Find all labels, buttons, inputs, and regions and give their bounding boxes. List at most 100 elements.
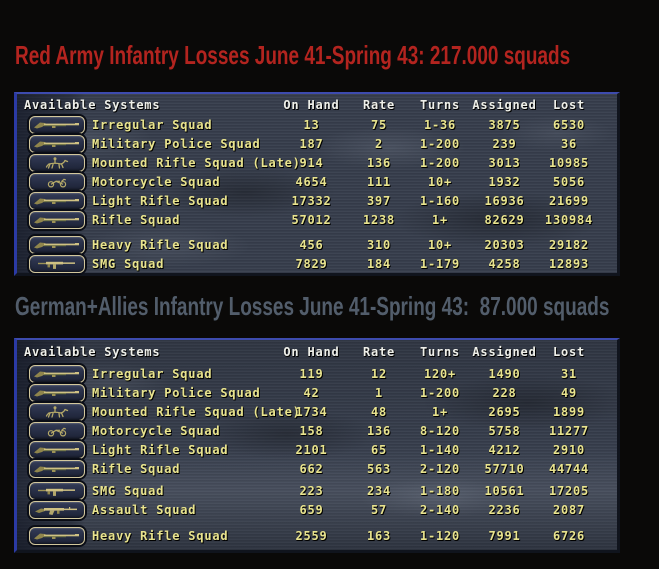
on-hand-value: 187 xyxy=(299,136,324,151)
motorcycle-icon xyxy=(33,424,81,438)
rifle-icon xyxy=(33,238,81,252)
unit-name: Irregular Squad xyxy=(92,117,213,132)
unit-icon-button[interactable] xyxy=(29,210,85,229)
red-army-losses-title: Red Army Infantry Losses June 41-Spring … xyxy=(15,40,571,70)
unit-icon-button[interactable] xyxy=(29,421,85,440)
lost-value: 5056 xyxy=(552,174,586,189)
unit-icon-button[interactable] xyxy=(29,364,85,383)
on-hand-value: 158 xyxy=(299,423,324,438)
unit-name: SMG Squad xyxy=(92,256,165,271)
table-header-row: Available Systems On Hand Rate Turns Ass… xyxy=(17,94,617,115)
turns-value: 10+ xyxy=(427,174,453,189)
rate-value: 563 xyxy=(366,461,392,476)
rate-value: 75 xyxy=(370,117,388,132)
assigned-value: 228 xyxy=(492,385,517,400)
unit-name: Military Police Squad xyxy=(92,385,261,400)
unit-icon-button[interactable] xyxy=(29,191,85,210)
rate-value: 397 xyxy=(366,193,392,208)
rate-value: 136 xyxy=(366,423,392,438)
rate-value: 136 xyxy=(366,155,392,170)
unit-icon-button[interactable] xyxy=(29,172,85,191)
rate-value: 1 xyxy=(374,385,384,400)
unit-icon-button[interactable] xyxy=(29,500,85,519)
rifle-icon xyxy=(33,137,81,151)
turns-value: 1-36 xyxy=(423,117,457,132)
assigned-value: 1490 xyxy=(488,366,521,381)
table-row: Light Rifle Squad 17332 397 1-160 16936 21699 xyxy=(17,191,617,210)
lost-value: 31 xyxy=(560,366,578,381)
smg-icon xyxy=(33,484,81,498)
on-hand-value: 914 xyxy=(299,155,324,170)
assigned-value: 3013 xyxy=(488,155,521,170)
turns-value: 1-200 xyxy=(419,155,461,170)
on-hand-value: 4654 xyxy=(295,174,328,189)
unit-icon-button[interactable] xyxy=(29,459,85,478)
turns-value: 2-140 xyxy=(419,502,461,517)
table-row: Mounted Rifle Squad (Late) 1734 48 1+ 2695 18… xyxy=(17,402,617,421)
lost-value: 130984 xyxy=(544,212,594,227)
assigned-value: 2695 xyxy=(488,404,521,419)
lost-value: 1899 xyxy=(552,404,586,419)
on-hand-value: 13 xyxy=(303,117,320,132)
table-row: Rifle Squad 57012 1238 1+ 82629 130984 xyxy=(17,210,617,229)
rifle-icon xyxy=(33,213,81,227)
lost-value: 2087 xyxy=(552,502,586,517)
rate-value: 234 xyxy=(366,483,392,498)
lost-value: 49 xyxy=(560,385,578,400)
lost-value: 2910 xyxy=(552,442,586,457)
rate-value: 184 xyxy=(366,256,392,271)
rate-value: 57 xyxy=(370,502,388,517)
lost-value: 11277 xyxy=(548,423,590,438)
unit-name: Light Rifle Squad xyxy=(92,442,229,457)
lost-value: 44744 xyxy=(548,461,590,476)
unit-icon-button[interactable] xyxy=(29,235,85,254)
table-row: SMG Squad 7829 184 1-179 4258 12893 xyxy=(17,254,617,273)
on-hand-value: 57012 xyxy=(291,212,332,227)
on-hand-value: 7829 xyxy=(295,256,328,271)
unit-icon-button[interactable] xyxy=(29,383,85,402)
turns-value: 1+ xyxy=(431,404,449,419)
on-hand-value: 42 xyxy=(303,385,320,400)
turns-value: 1-180 xyxy=(419,483,461,498)
on-hand-value: 2559 xyxy=(295,528,328,543)
column-header-on-hand: On Hand xyxy=(283,97,340,112)
assigned-value: 3875 xyxy=(488,117,521,132)
unit-name: Motorcycle Squad xyxy=(92,423,221,438)
unit-name: Military Police Squad xyxy=(92,136,261,151)
rate-value: 48 xyxy=(370,404,388,419)
unit-icon-button[interactable] xyxy=(29,134,85,153)
on-hand-value: 17332 xyxy=(291,193,332,208)
unit-icon-button[interactable] xyxy=(29,254,85,273)
lost-value: 6726 xyxy=(552,528,586,543)
rifle-icon xyxy=(33,194,81,208)
on-hand-value: 662 xyxy=(299,461,324,476)
turns-value: 1-140 xyxy=(419,442,461,457)
unit-name: Heavy Rifle Squad xyxy=(92,237,229,252)
lost-value: 29182 xyxy=(548,237,590,252)
turns-value: 1-160 xyxy=(419,193,461,208)
turns-value: 1-200 xyxy=(419,136,461,151)
unit-icon-button[interactable] xyxy=(29,526,85,545)
on-hand-value: 1734 xyxy=(295,404,328,419)
table-row: Mounted Rifle Squad (Late) 914 136 1-200 301… xyxy=(17,153,617,172)
rate-value: 111 xyxy=(366,174,392,189)
unit-name: SMG Squad xyxy=(92,483,165,498)
table-body: Irregular Squad 119 12 120+ 1490 31 Military P… xyxy=(17,364,617,545)
turns-value: 8-120 xyxy=(419,423,461,438)
unit-name: Mounted Rifle Squad (Late) xyxy=(92,155,301,170)
rate-value: 310 xyxy=(366,237,392,252)
table-row: Motorcycle Squad 158 136 8-120 5758 11277 xyxy=(17,421,617,440)
assigned-value: 16936 xyxy=(484,193,525,208)
table-row: Irregular Squad 13 75 1-36 3875 6530 xyxy=(17,115,617,134)
table-row: SMG Squad 223 234 1-180 10561 17205 xyxy=(17,481,617,500)
unit-icon-button[interactable] xyxy=(29,153,85,172)
rifle-icon xyxy=(33,462,81,476)
german-allies-losses-title: German+Allies Infantry Losses June 41-Sp… xyxy=(15,291,610,321)
unit-icon-button[interactable] xyxy=(29,115,85,134)
cavalry-icon xyxy=(33,156,81,170)
unit-icon-button[interactable] xyxy=(29,481,85,500)
rifle-icon xyxy=(33,529,81,543)
unit-icon-button[interactable] xyxy=(29,440,85,459)
table-row: Assault Squad 659 57 2-140 2236 2087 xyxy=(17,500,617,519)
unit-icon-button[interactable] xyxy=(29,402,85,421)
